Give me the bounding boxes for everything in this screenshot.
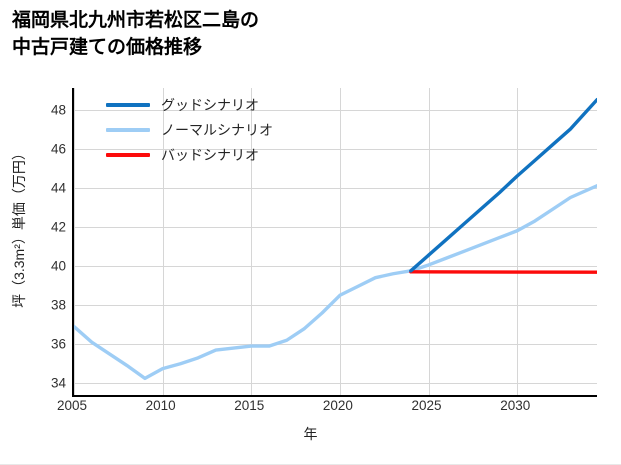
legend-item-good[interactable]: グッドシナリオ: [106, 92, 321, 117]
plot-area: [72, 88, 597, 397]
y-axis-tick-label: 46: [50, 141, 66, 157]
legend-swatch-good: [106, 102, 150, 107]
x-axis-tick-label: 2005: [56, 398, 88, 413]
gridline-horizontal: [74, 265, 597, 267]
plot-inner: [74, 88, 597, 395]
gridline-vertical: [339, 88, 341, 395]
y-axis-tick-label: 40: [50, 258, 66, 274]
y-axis-label: 坪（3.3m²）単価（万円）: [11, 146, 27, 308]
legend-item-normal[interactable]: ノーマルシナリオ: [106, 117, 321, 142]
chart-legend: グッドシナリオ ノーマルシナリオ バッドシナリオ: [106, 92, 321, 167]
gridline-horizontal: [74, 226, 597, 228]
legend-label-bad: バッドシナリオ: [161, 146, 259, 163]
gridline-horizontal: [74, 383, 597, 385]
legend-swatch-bad: [106, 152, 150, 157]
legend-item-bad[interactable]: バッドシナリオ: [106, 142, 321, 167]
x-axis-label: 年: [303, 426, 318, 442]
y-axis-tick-label: 34: [50, 375, 66, 391]
gridline-horizontal: [74, 344, 597, 346]
gridline-vertical: [517, 88, 519, 395]
y-axis-tick-label: 36: [50, 336, 66, 352]
y-axis-tick-label: 42: [50, 219, 66, 235]
gridline-horizontal: [74, 109, 597, 111]
y-axis-tick-label: 38: [50, 297, 66, 313]
series-line: [74, 184, 597, 381]
x-axis-tick-label: 2015: [234, 398, 265, 413]
x-axis-tick-label: 2010: [145, 398, 176, 413]
gridline-vertical: [251, 88, 253, 395]
gridline-vertical: [428, 88, 430, 395]
legend-label-normal: ノーマルシナリオ: [161, 121, 273, 138]
gridline-horizontal: [74, 187, 597, 189]
y-axis-tick-label: 44: [50, 180, 66, 196]
gridline-horizontal: [74, 148, 597, 150]
series-line: [409, 98, 597, 273]
chart-title: 福岡県北九州市若松区二島の 中古戸建ての価格推移: [12, 10, 260, 58]
x-axis-tick-label: 2025: [411, 398, 442, 413]
y-axis-tick-label: 48: [50, 102, 66, 117]
gridline-horizontal: [74, 305, 597, 307]
legend-label-good: グッドシナリオ: [161, 96, 259, 113]
gridline-vertical: [162, 88, 164, 395]
x-axis-tick-label: 2030: [500, 398, 531, 413]
series-canvas: [74, 98, 597, 381]
legend-swatch-normal: [106, 127, 150, 132]
gridline-vertical: [74, 88, 75, 395]
x-axis-tick-label: 2020: [322, 398, 353, 413]
